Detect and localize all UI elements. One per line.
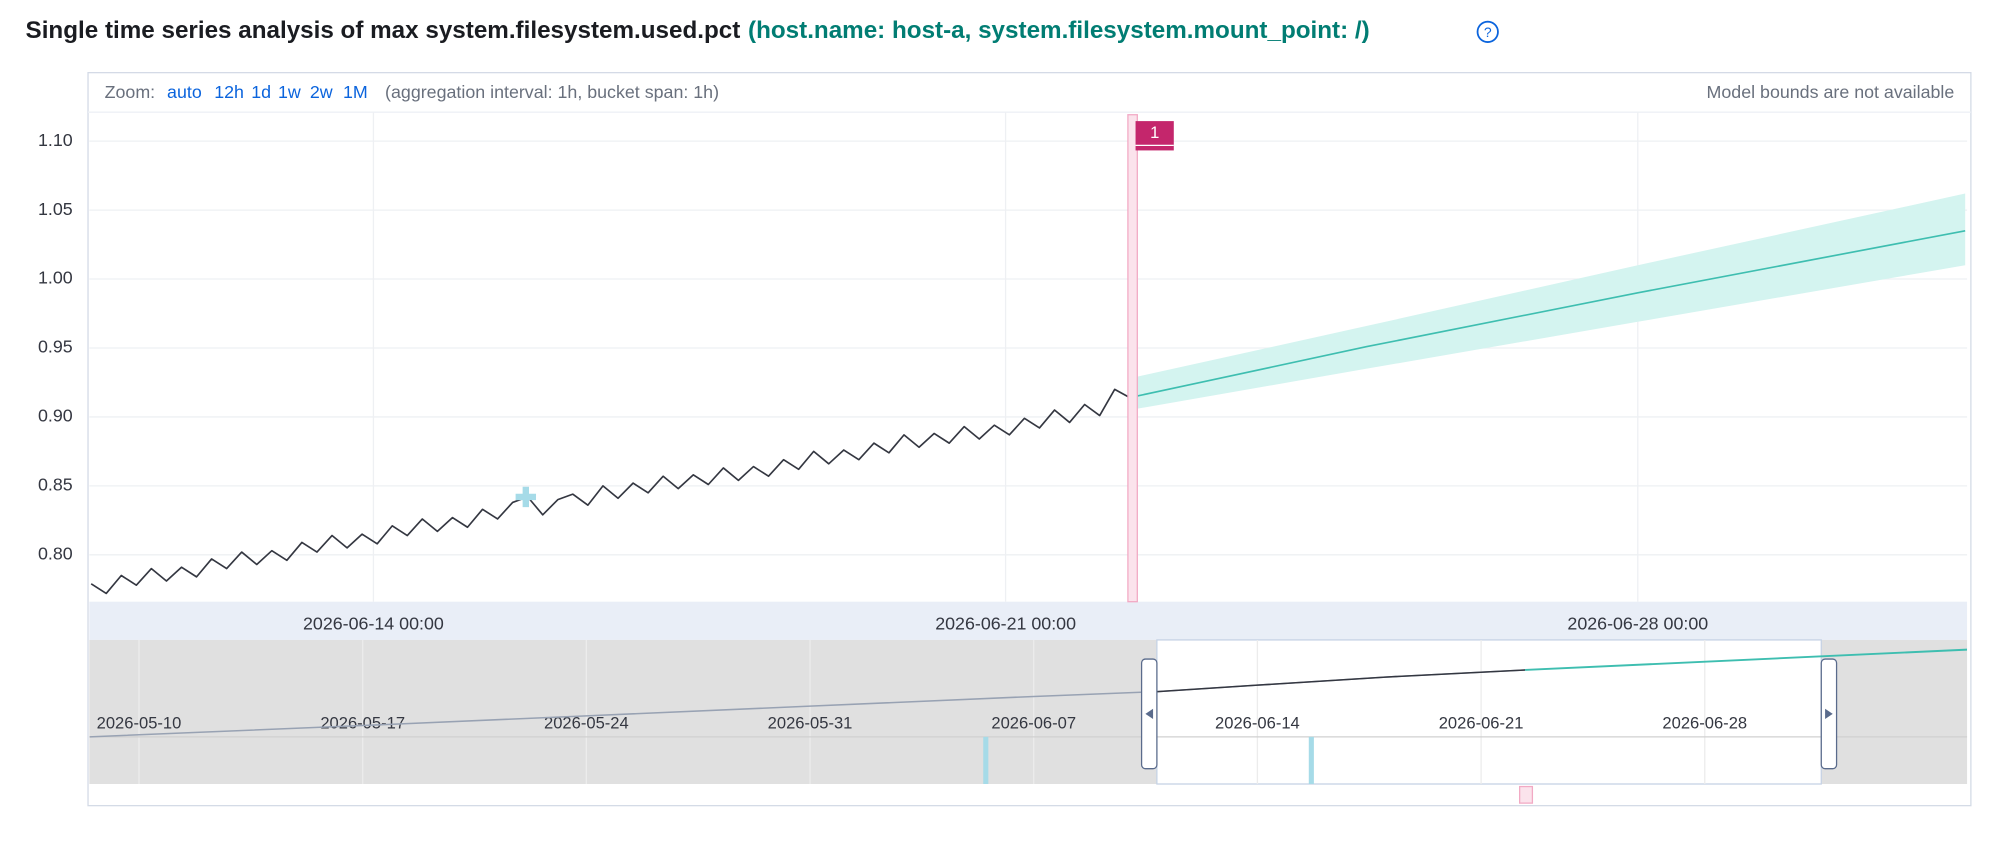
context-x-tick-label: 2026-05-10: [97, 713, 182, 732]
zoom-options: auto 12h 1d 1w 2w 1M: [167, 82, 368, 102]
help-icon: ?: [1484, 24, 1492, 40]
zoom-option[interactable]: 1M: [343, 82, 368, 102]
brush-handle-arrow: [1145, 708, 1154, 719]
y-tick-label: 0.95: [38, 337, 73, 357]
anomaly-marker[interactable]: [515, 486, 537, 508]
chart-layer: 0.80 0.85 0.90 0.95 1.00 1.05 1.10 2026-06-14 0…: [38, 112, 1968, 804]
annotation-band[interactable]: [1127, 114, 1138, 603]
context-anomaly: [1308, 736, 1314, 784]
context-line-selected: [1156, 669, 1526, 693]
zoom-option[interactable]: 1w: [278, 82, 301, 102]
context-lines: [89, 648, 1968, 738]
header: Single time series analysis of max syste…: [26, 17, 1370, 44]
y-tick-label: 0.90: [38, 406, 73, 426]
context-x-tick-label: 2026-06-14: [1215, 713, 1300, 732]
context-x-tick-label: 2026-06-21: [1439, 713, 1524, 732]
context-x-tick-label: 2026-06-07: [991, 713, 1076, 732]
brush-handle-arrow: [1825, 708, 1833, 719]
y-tick-label: 1.05: [38, 199, 73, 219]
x-axis-band: [89, 601, 1968, 640]
forecast-bounds: [1129, 193, 1966, 411]
context-anomaly: [983, 736, 989, 784]
context-brushed: [1156, 669, 1526, 693]
zoom-option[interactable]: auto: [167, 82, 202, 102]
actual-line: [90, 388, 1131, 595]
zoom-option[interactable]: 2w: [310, 82, 333, 102]
y-tick-label: 0.85: [38, 475, 73, 495]
entity: (host.name: host-a, system.filesystem.mo…: [748, 17, 1370, 44]
context-x-tick-label: 2026-05-17: [320, 713, 405, 732]
x-tick-label: 2026-06-28 00:00: [1567, 613, 1708, 633]
zoom-option[interactable]: 1d: [251, 82, 271, 102]
y-tick-label: 1.00: [38, 268, 73, 288]
interval-info: (aggregation interval: 1h, bucket span: …: [385, 82, 719, 102]
help-circle: [1476, 20, 1499, 43]
context-annotation: [1519, 785, 1534, 804]
x-tick-label: 2026-06-21 00:00: [935, 613, 1076, 633]
x-tick-label: 2026-06-14 00:00: [303, 613, 444, 633]
plot-area: [90, 193, 1966, 595]
y-tick-label: 0.80: [38, 544, 73, 564]
context-x-tick-label: 2026-06-28: [1662, 713, 1747, 732]
forecast-line: [1129, 229, 1966, 399]
context-x-tick-label: 2026-05-31: [768, 713, 853, 732]
context-x-tick-label: 2026-05-24: [544, 713, 629, 732]
brush-selection[interactable]: [1156, 639, 1822, 785]
context-forecast-line: [1524, 648, 1968, 671]
y-tick-label: 1.10: [38, 130, 73, 150]
help-button[interactable]: ?: [1476, 20, 1499, 43]
zoom-label: Zoom:: [105, 82, 156, 102]
annotation-label: 1: [1150, 123, 1159, 142]
title: Single time series analysis of max syste…: [26, 17, 741, 44]
model-bounds: Model bounds are not available: [1707, 82, 1955, 102]
zoom-option[interactable]: 12h: [214, 82, 244, 102]
